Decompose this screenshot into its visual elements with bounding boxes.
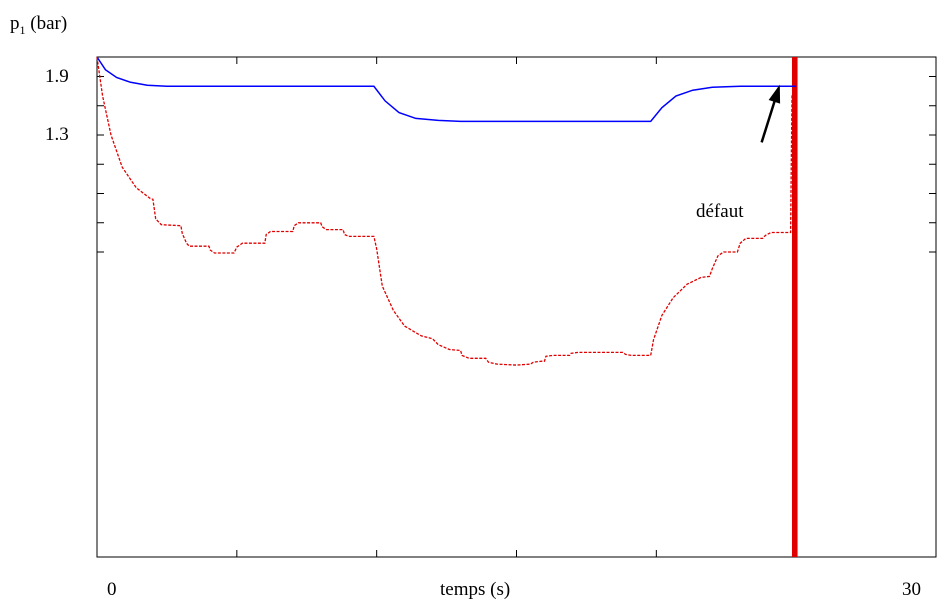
fault-band	[791, 57, 798, 557]
y-tick-label: 1.9	[45, 65, 69, 87]
plot-frame	[96, 56, 937, 558]
y-tick-label: 1.3	[45, 124, 69, 145]
x-tick-label: 0	[107, 579, 117, 600]
series-line-1	[96, 56, 793, 366]
axis-ticks	[97, 57, 936, 557]
fault-region	[791, 57, 798, 557]
x-tick-label: 30	[902, 579, 921, 600]
y-axis-label-main: p	[10, 13, 20, 34]
y-axis-label-sub: 1	[19, 22, 26, 37]
y-axis-label: p1 (bar)	[10, 14, 67, 36]
x-axis-label: temps (s)	[440, 579, 511, 600]
annotation-defaut: défaut	[696, 201, 744, 222]
annotation-arrow-head	[768, 84, 781, 104]
series-layer	[96, 56, 797, 366]
y-axis-label-unit: (bar)	[25, 13, 68, 34]
series-line-0	[96, 56, 797, 123]
annotation-layer	[760, 84, 781, 143]
